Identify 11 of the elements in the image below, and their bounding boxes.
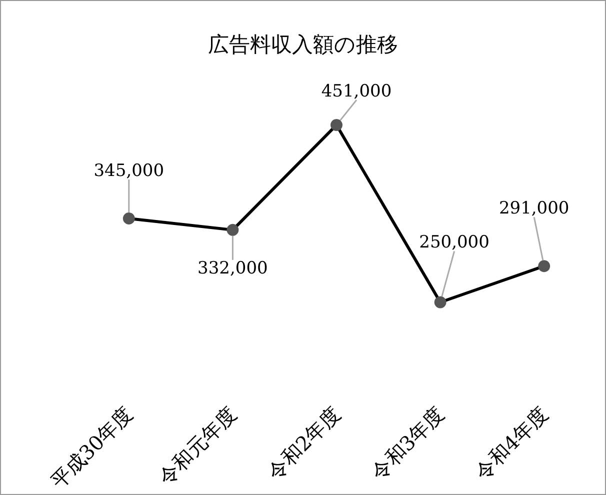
data-label: 250,000 [419, 232, 490, 253]
chart-title: 広告料収入額の推移 [208, 32, 398, 56]
data-label: 451,000 [321, 82, 392, 102]
x-tick-label: 令和元年度 [154, 402, 242, 490]
x-tick-label: 平成30年度 [46, 402, 138, 494]
data-label: 345,000 [94, 160, 164, 181]
x-tick-label: 令和2年度 [262, 402, 345, 484]
x-tick-label: 令和4年度 [470, 402, 553, 484]
data-label: 332,000 [198, 258, 268, 278]
data-label: 291,000 [498, 198, 570, 219]
x-tick-label: 令和3年度 [366, 402, 449, 484]
